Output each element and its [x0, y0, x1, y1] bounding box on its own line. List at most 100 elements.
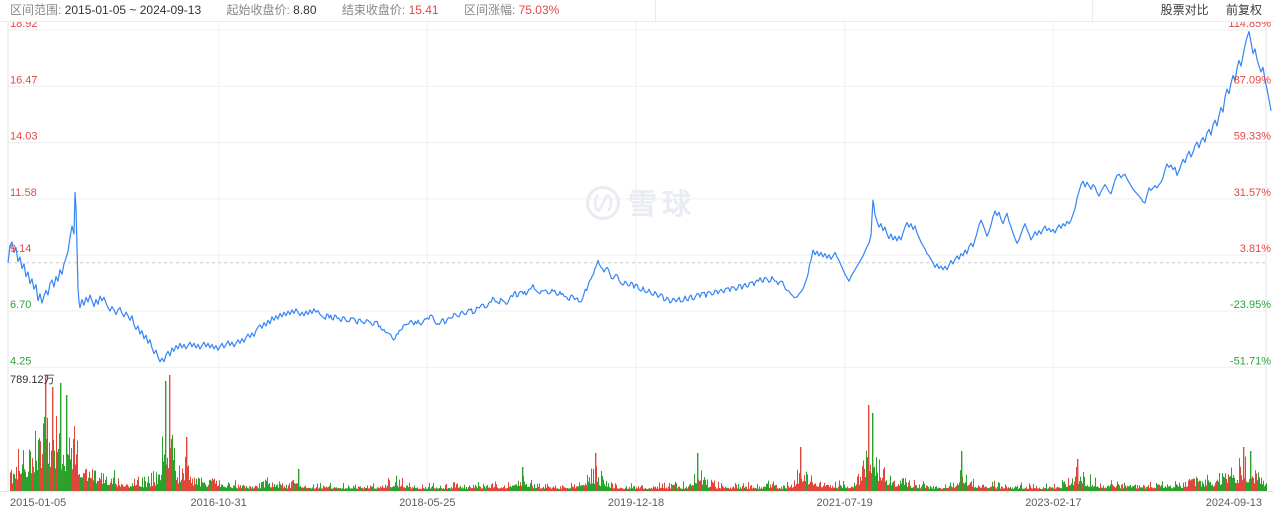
volume-bar	[750, 485, 751, 491]
volume-bar	[614, 488, 615, 491]
volume-bar	[1156, 483, 1157, 491]
volume-bar	[937, 488, 938, 491]
volume-bar	[533, 488, 534, 491]
volume-bar	[244, 485, 245, 491]
volume-bar	[1034, 488, 1035, 491]
volume-bar	[344, 488, 345, 491]
volume-bar	[295, 483, 296, 491]
adjust-mode-button[interactable]: 前复权	[1225, 3, 1262, 17]
volume-bar	[719, 488, 720, 491]
volume-bar	[208, 485, 209, 491]
volume-bar	[247, 487, 248, 491]
volume-bar	[368, 488, 369, 491]
volume-bar	[162, 436, 163, 491]
volume-bar	[107, 484, 108, 491]
volume-bar	[1168, 486, 1169, 491]
volume-bar	[703, 479, 704, 491]
volume-bar	[659, 482, 660, 491]
volume-bar	[1013, 488, 1014, 491]
volume-bar	[305, 485, 306, 491]
volume-bar	[192, 478, 193, 491]
volume-bar	[972, 486, 973, 491]
pct-axis-label: -23.95%	[1230, 299, 1271, 311]
volume-bar	[145, 481, 146, 491]
volume-bar	[770, 484, 771, 491]
volume-bar	[255, 485, 256, 491]
volume-bar	[289, 483, 290, 491]
volume-bar	[43, 423, 44, 491]
volume-bar	[771, 487, 772, 491]
volume-bar	[345, 488, 346, 491]
volume-bar	[1262, 484, 1263, 491]
volume-bar	[146, 487, 147, 491]
volume-bar	[628, 488, 629, 491]
volume-bar	[448, 488, 449, 491]
volume-bar	[1142, 487, 1143, 491]
volume-bar	[390, 487, 391, 491]
volume-spike-bar	[522, 467, 524, 491]
volume-bar	[871, 473, 872, 491]
volume-bar	[617, 488, 618, 491]
header-divider	[655, 0, 656, 21]
volume-bar	[422, 484, 423, 491]
volume-bar	[921, 486, 922, 491]
volume-spike-bar	[868, 405, 870, 491]
volume-bar	[1148, 485, 1149, 491]
volume-bar	[238, 484, 239, 491]
volume-bar	[1161, 485, 1162, 491]
volume-bar	[545, 484, 546, 491]
volume-bar	[761, 487, 762, 491]
volume-bar	[408, 487, 409, 491]
volume-bar	[627, 488, 628, 491]
volume-bar	[690, 483, 691, 491]
volume-bar	[990, 486, 991, 491]
volume-bar	[1246, 481, 1247, 491]
volume-bar	[468, 487, 469, 491]
volume-bar	[704, 477, 705, 491]
volume-bar	[860, 476, 861, 491]
plot-area[interactable]	[8, 22, 1266, 491]
volume-bar	[1095, 477, 1096, 491]
volume-bar	[211, 481, 212, 491]
volume-bar	[1212, 484, 1213, 491]
volume-bar	[1258, 472, 1259, 491]
volume-bar	[325, 487, 326, 491]
volume-bar	[830, 485, 831, 491]
volume-bar	[259, 483, 260, 491]
volume-bar	[870, 464, 871, 491]
volume-bar	[1052, 487, 1053, 491]
volume-bar	[806, 471, 807, 491]
volume-bar	[793, 487, 794, 491]
volume-bar	[843, 481, 844, 491]
volume-bar	[371, 486, 372, 491]
start-price-value: 8.80	[293, 3, 317, 17]
volume-bar	[818, 486, 819, 491]
volume-bar	[1247, 482, 1248, 491]
volume-spike-bar	[595, 453, 597, 491]
volume-bar	[952, 487, 953, 491]
volume-bar	[197, 484, 198, 491]
volume-bar	[864, 468, 865, 491]
volume-bar	[1203, 483, 1204, 491]
volume-bar	[180, 481, 181, 491]
volume-bar	[916, 485, 917, 491]
volume-bar	[1022, 488, 1023, 491]
volume-bar	[157, 483, 158, 491]
volume-spike-bar	[1250, 451, 1252, 491]
volume-bar	[836, 487, 837, 491]
volume-bar	[1111, 480, 1112, 491]
volume-bar	[80, 477, 81, 491]
volume-bar	[1139, 485, 1140, 491]
volume-bar	[1025, 488, 1026, 491]
stock-compare-button[interactable]: 股票对比	[1160, 3, 1209, 17]
volume-bar	[385, 484, 386, 491]
volume-bar	[1153, 488, 1154, 491]
volume-bar	[865, 477, 866, 491]
volume-bar	[189, 480, 190, 491]
volume-bar	[439, 488, 440, 491]
volume-bar	[540, 488, 541, 491]
volume-bar	[453, 482, 454, 491]
volume-bar	[775, 485, 776, 491]
volume-bar	[927, 485, 928, 491]
